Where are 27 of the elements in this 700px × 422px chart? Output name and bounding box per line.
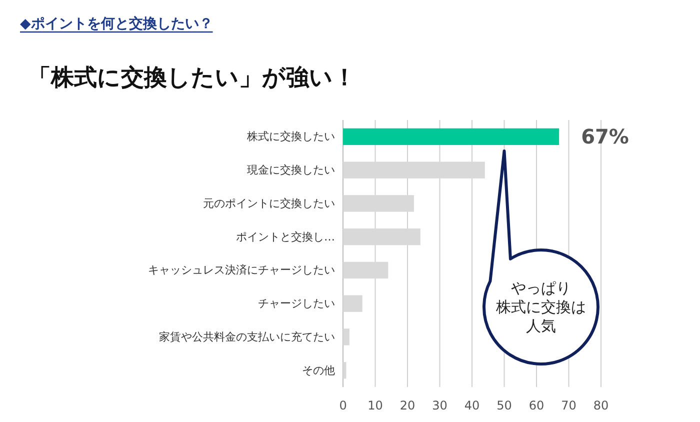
y-tick-label: チャージしたい <box>258 297 335 310</box>
y-tick-label: ポイントと交換し… <box>236 230 335 244</box>
annotation: 株式に交換は <box>495 298 586 316</box>
bar <box>343 362 346 379</box>
x-tick-label: 40 <box>464 398 480 413</box>
y-tick-label: 株式に交換したい <box>246 130 335 144</box>
annotation: やっぱり <box>511 279 571 297</box>
x-tick-label: 70 <box>561 398 576 413</box>
x-tick-label: 60 <box>528 398 544 413</box>
x-tick-label: 50 <box>496 398 512 413</box>
x-tick-label: 20 <box>400 398 416 413</box>
x-tick-label: 30 <box>432 398 448 413</box>
bar <box>343 295 362 312</box>
y-tick-label: 家賃や公共料金の支払いに充てたい <box>159 330 335 344</box>
x-tick-label: 10 <box>368 398 383 413</box>
y-tick-label: 元のポイントに交換したい <box>203 196 335 210</box>
x-tick-label: 80 <box>593 398 609 413</box>
annotation: 人気 <box>526 317 556 335</box>
bar <box>343 328 350 346</box>
x-tick-label: 0 <box>339 398 347 413</box>
y-tick-label: 現金に交換したい <box>247 164 335 177</box>
bar <box>343 128 560 146</box>
text: ◆ポイントを何と交換したい？ <box>20 15 213 32</box>
data-label: 67% <box>581 124 629 149</box>
y-tick-label: キャッシュレス決済にチャージしたい <box>148 264 335 277</box>
y-tick-label: その他 <box>302 364 335 377</box>
chart-title: 「株式に交換したい」が強い！ <box>28 64 356 91</box>
